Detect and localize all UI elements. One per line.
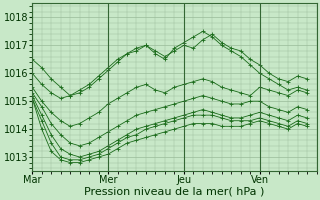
X-axis label: Pression niveau de la mer( hPa ): Pression niveau de la mer( hPa ): [84, 187, 265, 197]
